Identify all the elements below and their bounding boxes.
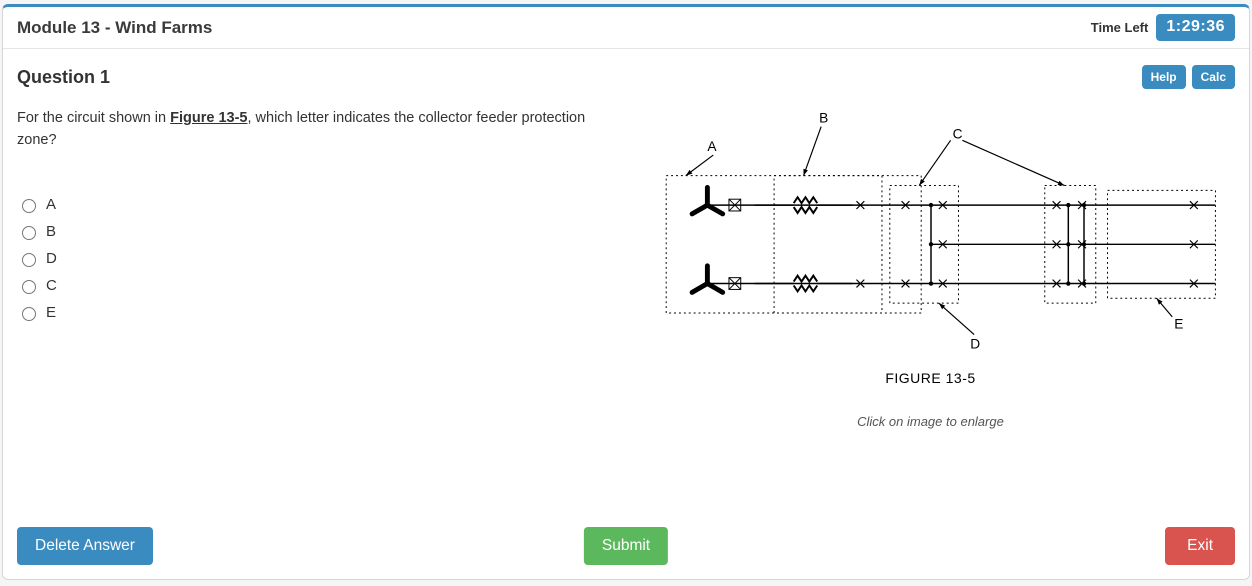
option-b[interactable]: B — [17, 223, 614, 240]
footer: Delete Answer Submit Exit — [3, 517, 1249, 579]
options-list: A B D C — [17, 196, 614, 321]
option-radio-c[interactable] — [22, 280, 36, 294]
quiz-card: Module 13 - Wind Farms Time Left 1:29:36… — [2, 4, 1250, 580]
calc-button[interactable]: Calc — [1192, 65, 1235, 89]
exit-button[interactable]: Exit — [1165, 527, 1235, 565]
option-label: B — [46, 223, 56, 240]
option-e[interactable]: E — [17, 304, 614, 321]
question-text-before: For the circuit shown in — [17, 110, 170, 126]
submit-button[interactable]: Submit — [584, 527, 668, 565]
timer: 1:29:36 — [1156, 14, 1235, 41]
option-label: E — [46, 304, 56, 321]
module-title: Module 13 - Wind Farms — [17, 18, 1091, 38]
option-label: C — [46, 277, 57, 294]
help-button[interactable]: Help — [1142, 65, 1186, 89]
option-radio-b[interactable] — [22, 226, 36, 240]
figure-image[interactable]: A B C D E FIGURE 13-5 Click on image to enla… — [646, 107, 1216, 429]
figure-link[interactable]: Figure 13-5 — [170, 110, 247, 126]
option-a[interactable]: A — [17, 196, 614, 213]
option-c[interactable]: C — [17, 277, 614, 294]
svg-text:A: A — [707, 139, 717, 154]
time-left-label: Time Left — [1091, 20, 1149, 35]
question-text: For the circuit shown in Figure 13-5, wh… — [17, 107, 614, 152]
option-label: D — [46, 250, 57, 267]
svg-text:D: D — [970, 336, 980, 351]
question-column: For the circuit shown in Figure 13-5, wh… — [17, 107, 626, 527]
option-radio-e[interactable] — [22, 307, 36, 321]
option-radio-d[interactable] — [22, 253, 36, 267]
body: Question 1 Help Calc For the circuit sho… — [3, 49, 1249, 527]
figure-column: A B C D E FIGURE 13-5 Click on image to enla… — [626, 107, 1235, 527]
diagram-svg: A B C D E — [646, 107, 1216, 362]
svg-text:C: C — [952, 126, 962, 141]
option-label: A — [46, 196, 56, 213]
figure-hint: Click on image to enlarge — [646, 414, 1216, 429]
option-radio-a[interactable] — [22, 199, 36, 213]
question-number: Question 1 — [17, 67, 1142, 88]
figure-caption: FIGURE 13-5 — [646, 370, 1216, 386]
svg-text:B: B — [819, 111, 828, 126]
option-d[interactable]: D — [17, 250, 614, 267]
delete-answer-button[interactable]: Delete Answer — [17, 527, 153, 565]
svg-text:E: E — [1174, 317, 1183, 332]
header: Module 13 - Wind Farms Time Left 1:29:36 — [3, 7, 1249, 49]
